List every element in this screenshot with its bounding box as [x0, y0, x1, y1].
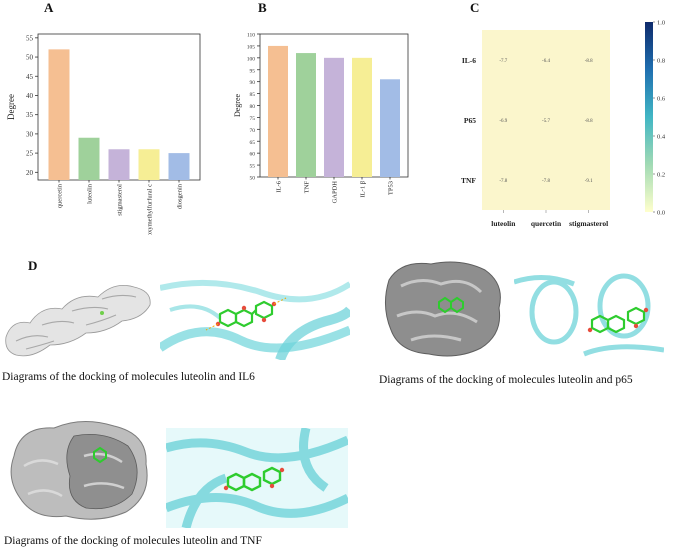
- x-tick-label: diosgenin: [177, 183, 184, 209]
- cell-value: -5.7: [542, 119, 550, 124]
- colorbar-tick-label: 0.8: [657, 58, 665, 65]
- cell-value: -7.7: [499, 59, 507, 64]
- y-tick-label: 30: [26, 130, 34, 138]
- x-tick-label: luteolin: [87, 183, 94, 204]
- tnf-protein-surface-image: [4, 416, 154, 524]
- bar-il-1-: [352, 57, 372, 178]
- chart-c-binding-heatmap: IL-6 -7.7 -6.4 -8.8 P65 -6.9 -5.7 -8.8 TNF -7.8 -7…: [461, 20, 666, 229]
- bar-stigmasterol: [108, 149, 130, 180]
- y-tick-label: 35: [26, 111, 34, 119]
- cell-value: -7.8: [499, 179, 507, 184]
- cell-value: -9.1: [585, 179, 593, 184]
- il6-docking-caption: Diagrams of the docking of molecules lut…: [2, 371, 255, 383]
- y-tick-label: 50: [26, 54, 34, 62]
- p65-docking-caption: Diagrams of the docking of molecules lut…: [379, 374, 633, 386]
- y-tick-label: 25: [26, 150, 34, 158]
- bar-il-6: [268, 45, 288, 178]
- y-tick-label: 55: [250, 164, 256, 170]
- bar-luteolin: [78, 137, 100, 180]
- column-label: stigmasterol: [569, 219, 608, 228]
- x-tick-label: IL-6: [276, 180, 283, 192]
- bar-diosgenin: [168, 153, 190, 180]
- colorbar-tick-label: 0.2: [657, 172, 665, 179]
- y-tick-label: 70: [250, 128, 256, 134]
- bar-tp53: [380, 79, 400, 177]
- y-tick-label: 90: [250, 80, 256, 86]
- cell-value: -6.4: [542, 59, 550, 64]
- row-label: TNF: [461, 176, 476, 185]
- cell-value: -7.8: [542, 179, 550, 184]
- y-tick-label: 110: [247, 33, 255, 39]
- x-tick-label: stigmasterol: [117, 184, 124, 216]
- colorbar-tick-label: 0.4: [657, 134, 666, 141]
- row-label: P65: [464, 116, 476, 125]
- y-tick-label: 60: [250, 152, 256, 158]
- p65-protein-surface-image: [381, 256, 509, 360]
- il6-protein-surface-image: [2, 275, 156, 367]
- x-tick-label: quercetin: [57, 183, 64, 208]
- panel-label-a: A: [44, 0, 54, 15]
- cell-value: -8.8: [585, 59, 593, 64]
- y-axis-label: Degree: [233, 94, 242, 118]
- x-tick-label: 5-hydroxymethylfurfural c: [147, 184, 154, 235]
- panel-label-b: B: [258, 0, 267, 15]
- bar-5-hydroxymethylfurfural-c: [138, 149, 160, 180]
- row-label: IL-6: [462, 56, 476, 65]
- bar-gapdh: [324, 57, 344, 178]
- p65-binding-site-image: [514, 262, 664, 360]
- y-tick-label: 50: [250, 176, 256, 182]
- colorbar: [645, 22, 653, 212]
- y-tick-label: 100: [247, 56, 256, 62]
- y-tick-label: 20: [26, 169, 34, 177]
- heatmap-area: [482, 30, 610, 210]
- column-label: quercetin: [531, 219, 562, 228]
- tnf-binding-site-image: [166, 428, 348, 528]
- colorbar-tick-label: 1.0: [657, 20, 665, 27]
- y-tick-label: 65: [250, 140, 256, 146]
- y-tick-label: 80: [250, 104, 256, 110]
- bar-quercetin: [48, 49, 70, 180]
- colorbar-tick-label: 0.6: [657, 96, 666, 103]
- chart-a-degree-bar: 20 25 30 35 40 45 50 55 Degree quercetin luteolin s…: [6, 33, 201, 235]
- y-tick-label: 55: [26, 34, 34, 42]
- y-tick-label: 95: [250, 68, 256, 74]
- column-label: luteolin: [491, 219, 516, 228]
- x-tick-label: TNF: [304, 181, 311, 194]
- x-tick-label: IL-1 β: [360, 180, 367, 197]
- panel-label-c: C: [470, 0, 480, 15]
- panel-label-d: D: [28, 258, 38, 273]
- cell-value: -8.8: [585, 119, 593, 124]
- x-tick-label: TP53: [388, 181, 395, 195]
- y-tick-label: 85: [250, 92, 256, 98]
- colorbar-tick-label: 0.0: [657, 210, 665, 217]
- y-tick-label: 75: [250, 116, 256, 122]
- y-tick-label: 40: [26, 92, 34, 100]
- x-tick-label: GAPDH: [332, 181, 339, 204]
- y-tick-label: 45: [26, 73, 34, 81]
- y-axis-label: Degree: [6, 94, 16, 120]
- chart-b-degree-bar: 50 55 60 65 70 75 80 85 90 95 100 105 110 Degree IL-6 T…: [233, 33, 409, 204]
- bar-tnf: [296, 53, 316, 177]
- tnf-docking-caption: Diagrams of the docking of molecules lut…: [4, 535, 262, 547]
- y-tick-label: 105: [247, 44, 256, 50]
- cell-value: -6.9: [499, 119, 507, 124]
- il6-binding-site-image: [160, 270, 350, 360]
